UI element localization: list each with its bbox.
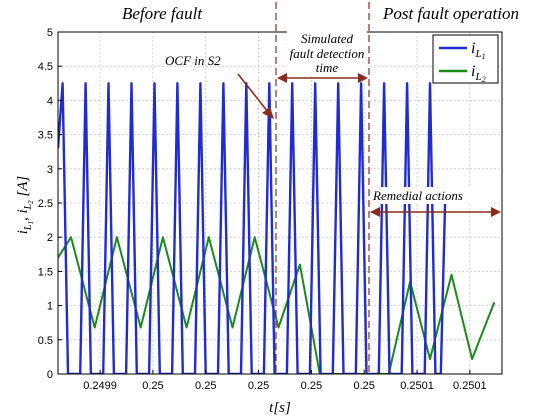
detection-text-line3: time [316,60,339,75]
detection-annotation: Simulated fault detection time [277,31,368,83]
remedial-text: Remedial actions [372,188,463,203]
x-tick-label: 0.25 [353,380,374,392]
y-tick-label: 1 [47,301,53,313]
before-fault-label: Before fault [122,4,203,23]
x-tick-label: 0.25 [142,380,163,392]
y-tick-label: 5 [47,27,53,39]
x-tick-label: 0.2501 [400,380,434,392]
series-line-il1 [58,82,447,374]
svg-text:OCF in S2: OCF in S2 [165,53,221,68]
y-tick-label: 2 [47,232,53,244]
y-tick-label: 1.5 [38,266,53,278]
x-axis-ticks: 0.2499 0.25 0.25 0.25 0.25 0.25 0.2501 0.2501 [83,370,487,392]
y-tick-label: 4.5 [38,61,53,73]
legend-label-iL2: iL2 [471,63,486,84]
y-tick-label: 2.5 [38,198,53,210]
y-axis-ticks: 0 0.5 1 1.5 2 2.5 3 3.5 4 4.5 5 [38,27,62,381]
legend: iL1 iL2 [432,34,499,84]
series-line-il2 [58,236,496,374]
legend-label-iL1: iL1 [471,40,486,61]
x-tick-label: 0.25 [195,380,216,392]
fault-annotation: OCF in S2 [165,53,274,119]
series-layer [58,82,496,374]
y-axis-label: iL1, iL2 [A] [15,176,35,235]
x-tick-label: 0.2499 [83,380,117,392]
detection-text-line1: Simulated [301,31,353,46]
y-tick-label: 0 [47,369,53,381]
x-axis-label: t[s] [269,400,291,416]
y-tick-label: 0.5 [38,335,53,347]
fault-annotation-text: OCF in S2 [165,53,221,68]
x-tick-label: 0.25 [301,380,322,392]
x-tick-label: 0.2501 [453,380,487,392]
y-tick-label: 3 [47,164,53,176]
y-tick-label: 4 [47,95,53,107]
remedial-annotation: Remedial actions [370,187,501,217]
post-fault-label: Post fault operation [382,4,519,23]
detection-text-line2: fault detection [290,46,365,61]
x-tick-label: 0.25 [248,380,269,392]
y-tick-label: 3.5 [38,130,53,142]
